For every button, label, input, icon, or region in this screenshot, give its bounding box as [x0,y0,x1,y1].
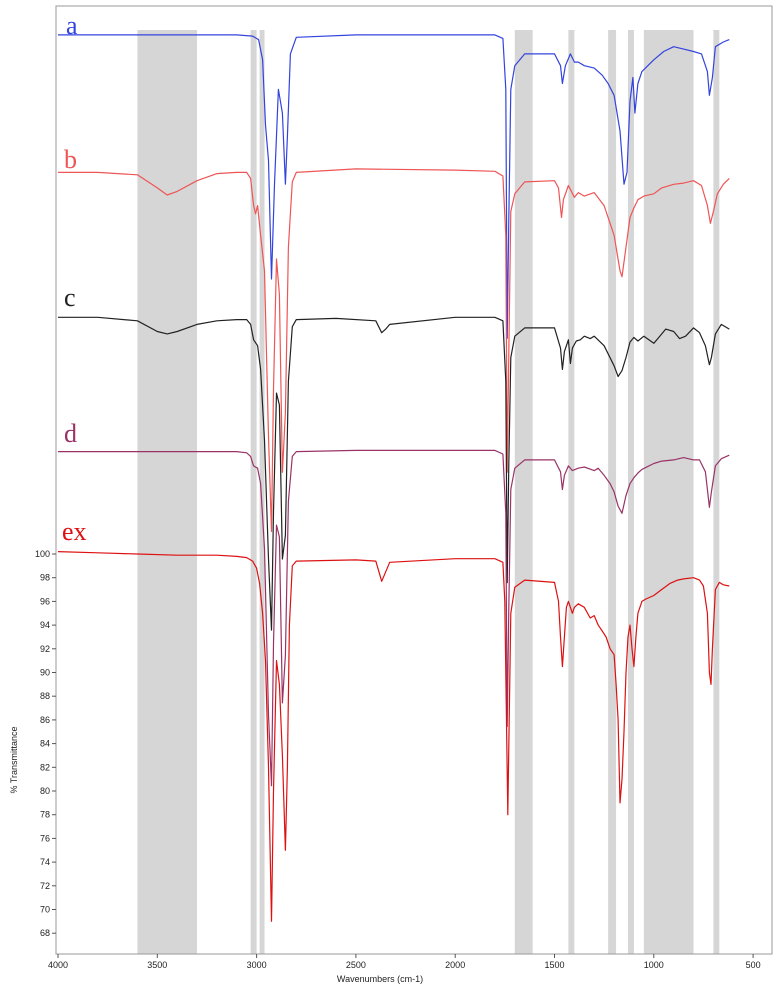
x-axis-label: Wavenumbers (cm-1) [337,974,423,984]
y-tick-label-90: 90 [40,668,50,678]
highlight-band-2 [259,30,265,954]
series-label-ex: ex [62,517,87,546]
x-tick-label-4000: 4000 [48,960,68,970]
series-label-b: b [64,145,77,174]
x-tick-label-2000: 2000 [445,960,465,970]
highlight-band-3 [514,30,533,954]
series-line-c [58,316,730,631]
y-axis-label: % Transmittance [9,726,19,793]
y-tick-label-96: 96 [40,596,50,606]
axes: 4000 3500 3000 2500 2000 1500 1000 500 100 98 96 94… [35,549,761,970]
x-tick-label-1000: 1000 [644,960,664,970]
y-tick-label-82: 82 [40,762,50,772]
series-line-ex [57,551,730,922]
y-tick-label-80: 80 [40,786,50,796]
highlight-band-6 [627,30,634,954]
highlight-bands [137,30,720,954]
y-tick-label-98: 98 [40,573,50,583]
y-tick-label-72: 72 [40,881,50,891]
highlight-band-5 [608,30,617,954]
y-tick-label-92: 92 [40,644,50,654]
y-tick-label-86: 86 [40,715,50,725]
plot-frame [55,5,773,955]
y-tick-label-84: 84 [40,739,50,749]
highlight-band-0 [137,30,198,954]
highlight-band-8 [713,30,720,954]
y-tick-label-78: 78 [40,810,50,820]
highlight-band-7 [643,30,694,954]
trace-labels: a b c d ex [62,11,87,546]
series-line-b [58,168,730,533]
y-tick-label-76: 76 [40,833,50,843]
highlight-band-1 [250,30,257,954]
y-tick-label-70: 70 [40,905,50,915]
highlight-band-4 [568,30,575,954]
y-tick-label-68: 68 [40,928,50,938]
y-tick-label-74: 74 [40,857,50,867]
series-line-a [58,34,730,339]
series-line-d [58,449,730,787]
x-tick-label-2500: 2500 [346,960,366,970]
x-tick-label-3000: 3000 [247,960,267,970]
y-tick-label-100: 100 [35,549,50,559]
x-tick-label-500: 500 [746,960,761,970]
x-tick-label-1500: 1500 [544,960,564,970]
series-label-a: a [66,11,78,40]
y-tick-label-94: 94 [40,620,50,630]
x-tick-label-3500: 3500 [147,960,167,970]
series-layer [57,34,730,922]
series-label-d: d [64,419,77,448]
y-tick-label-88: 88 [40,691,50,701]
series-label-c: c [64,283,76,312]
